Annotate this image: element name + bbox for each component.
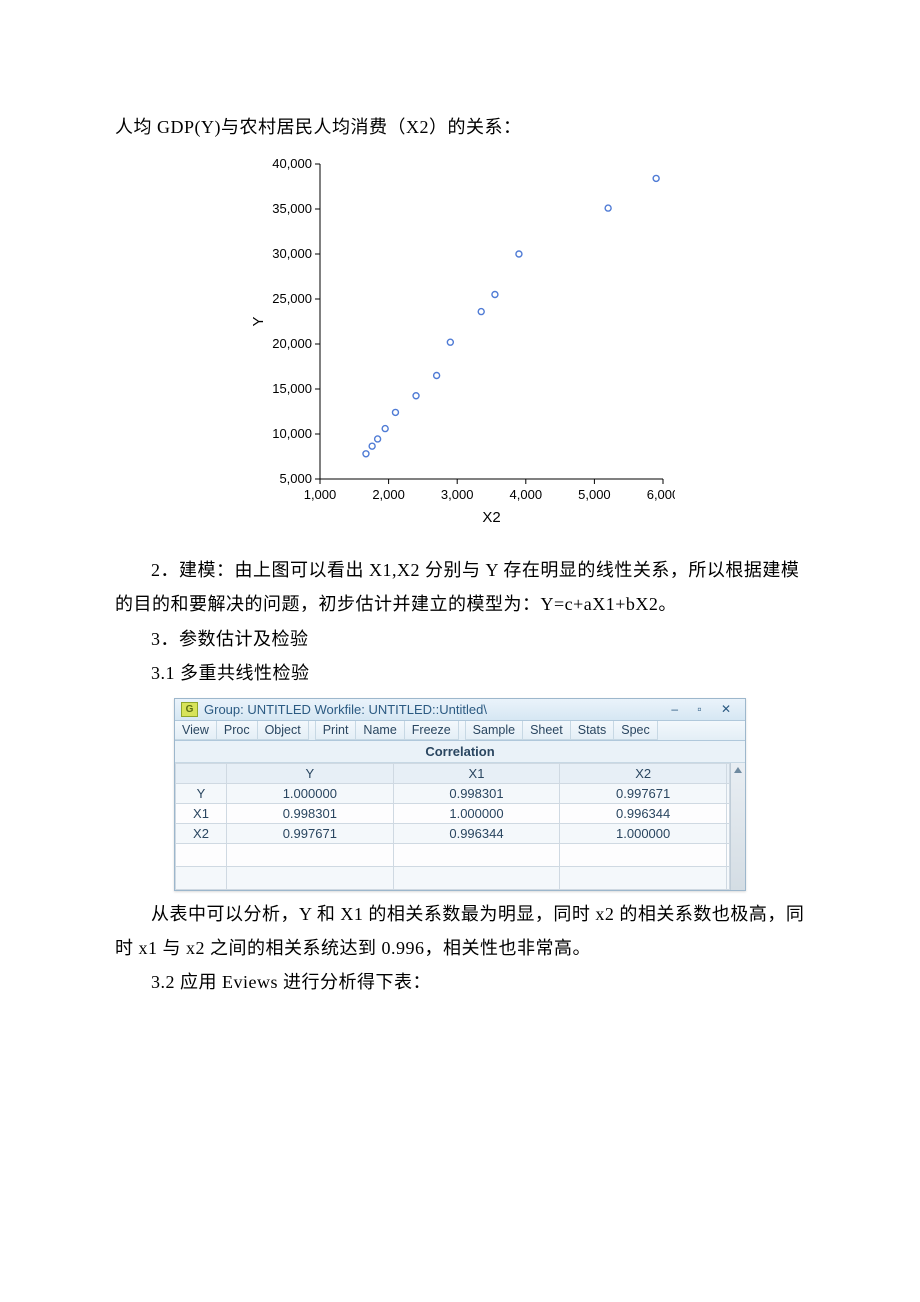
heading-y-x2: 人均 GDP(Y)与农村居民人均消费（X2）的关系： <box>115 110 805 144</box>
svg-text:25,000: 25,000 <box>272 291 312 306</box>
table-row <box>176 843 730 866</box>
row-label: Y <box>176 783 227 803</box>
table-row: Y1.0000000.9983010.997671 <box>176 783 730 803</box>
svg-text:2,000: 2,000 <box>372 487 405 502</box>
svg-text:3,000: 3,000 <box>441 487 474 502</box>
document-page: 人均 GDP(Y)与农村居民人均消费（X2）的关系： 5,000 10,000 15… <box>0 0 920 1302</box>
table-row: X20.9976710.9963441.000000 <box>176 823 730 843</box>
svg-text:40,000: 40,000 <box>272 156 312 171</box>
toolbar-btn-freeze[interactable]: Freeze <box>405 721 459 740</box>
svg-text:15,000: 15,000 <box>272 381 312 396</box>
table-cell: 0.997671 <box>560 783 727 803</box>
scroll-up-icon[interactable] <box>734 767 742 773</box>
table-cell: 0.998301 <box>227 803 394 823</box>
svg-text:20,000: 20,000 <box>272 336 312 351</box>
table-cell: 0.996344 <box>560 803 727 823</box>
svg-text:X2: X2 <box>482 509 500 526</box>
toolbar-btn-name[interactable]: Name <box>356 721 404 740</box>
toolbar-btn-stats[interactable]: Stats <box>571 721 615 740</box>
toolbar-btn-print[interactable]: Print <box>316 721 357 740</box>
toolbar-btn-sample[interactable]: Sample <box>466 721 523 740</box>
correlation-table: YX1X2Y1.0000000.9983010.997671X10.998301… <box>175 763 730 890</box>
svg-text:1,000: 1,000 <box>304 487 337 502</box>
svg-text:4,000: 4,000 <box>510 487 543 502</box>
eviews-section-label: Correlation <box>175 741 745 763</box>
eviews-group-icon: G <box>181 702 198 717</box>
toolbar-btn-proc[interactable]: Proc <box>217 721 258 740</box>
table-header <box>176 763 227 783</box>
scatter-svg: 5,000 10,000 15,000 20,000 25,000 30,000 35,00… <box>245 154 675 534</box>
toolbar-btn-view[interactable]: View <box>175 721 217 740</box>
scatter-chart: 5,000 10,000 15,000 20,000 25,000 30,000 35,00… <box>245 154 675 539</box>
para-3-2: 3.2 应用 Eviews 进行分析得下表： <box>115 965 805 999</box>
toolbar-btn-object[interactable]: Object <box>258 721 309 740</box>
eviews-body: YX1X2Y1.0000000.9983010.997671X10.998301… <box>175 763 745 890</box>
table-cell: 1.000000 <box>560 823 727 843</box>
eviews-titlebar: G Group: UNTITLED Workfile: UNTITLED::Un… <box>175 699 745 721</box>
row-label: X2 <box>176 823 227 843</box>
toolbar-btn-sheet[interactable]: Sheet <box>523 721 571 740</box>
para-3: 3．参数估计及检验 <box>115 622 805 656</box>
svg-text:35,000: 35,000 <box>272 201 312 216</box>
table-cell: 0.996344 <box>393 823 560 843</box>
svg-text:30,000: 30,000 <box>272 246 312 261</box>
para-4: 从表中可以分析，Y 和 X1 的相关系数最为明显，同时 x2 的相关系数也极高，… <box>115 897 805 965</box>
svg-text:6,000: 6,000 <box>647 487 675 502</box>
window-controls[interactable]: – ▫ ✕ <box>671 702 739 716</box>
toolbar-separator <box>309 721 316 740</box>
table-row: X10.9983011.0000000.996344 <box>176 803 730 823</box>
table-cell: 1.000000 <box>393 803 560 823</box>
table-header: Y <box>227 763 394 783</box>
table-cell: 0.998301 <box>393 783 560 803</box>
toolbar-separator <box>459 721 466 740</box>
svg-text:5,000: 5,000 <box>279 471 312 486</box>
toolbar-btn-spec[interactable]: Spec <box>614 721 658 740</box>
eviews-title: Group: UNTITLED Workfile: UNTITLED::Unti… <box>204 702 665 717</box>
svg-text:10,000: 10,000 <box>272 426 312 441</box>
svg-text:Y: Y <box>250 317 267 327</box>
eviews-window: G Group: UNTITLED Workfile: UNTITLED::Un… <box>174 698 746 891</box>
table-header: X2 <box>560 763 727 783</box>
table-header: X1 <box>393 763 560 783</box>
table-cell: 1.000000 <box>227 783 394 803</box>
scrollbar[interactable] <box>730 763 745 890</box>
svg-text:5,000: 5,000 <box>578 487 611 502</box>
row-label: X1 <box>176 803 227 823</box>
table-row <box>176 866 730 889</box>
para-3-1: 3.1 多重共线性检验 <box>115 656 805 690</box>
para-2: 2．建模：由上图可以看出 X1,X2 分别与 Y 存在明显的线性关系，所以根据建… <box>115 553 805 621</box>
eviews-toolbar: ViewProcObject PrintNameFreeze SampleSheet… <box>175 721 745 741</box>
table-cell: 0.997671 <box>227 823 394 843</box>
